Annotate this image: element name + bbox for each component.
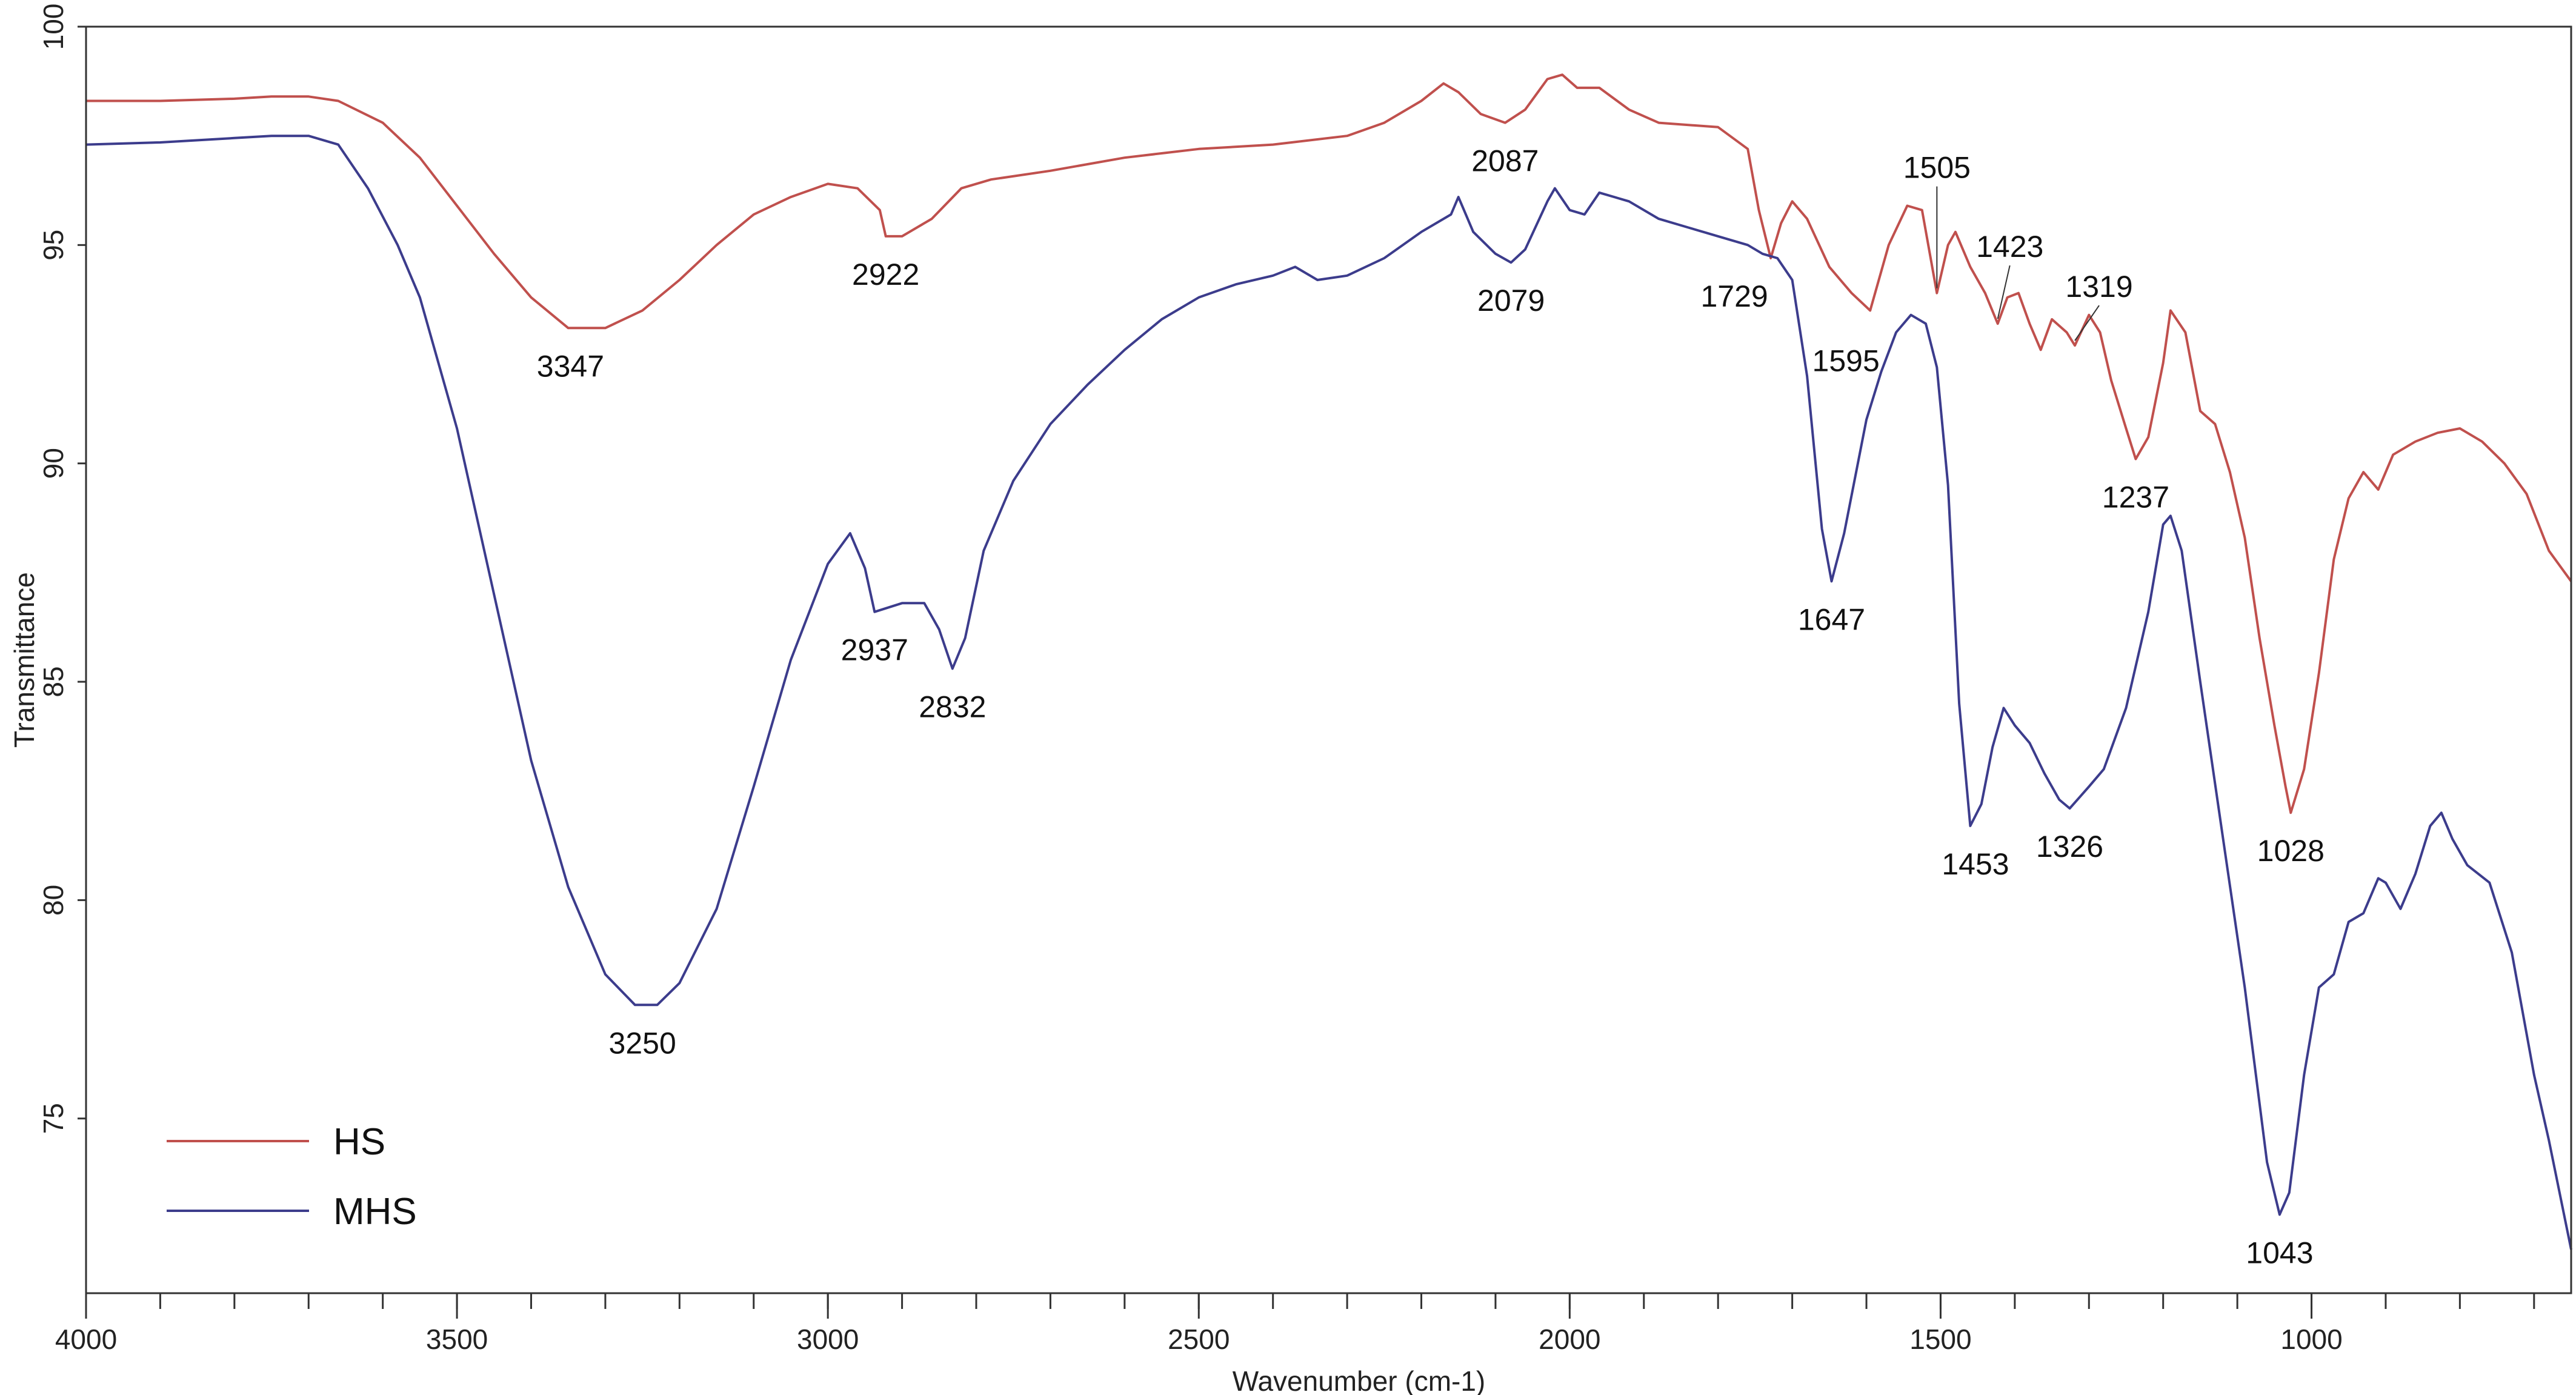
peak-label-mhs-1453: 1453 <box>1942 847 2009 881</box>
peak-label-hs-1505: 1505 <box>1903 151 1971 185</box>
peak-label-mhs-1043: 1043 <box>2246 1236 2313 1270</box>
peak-label-hs-1595: 1595 <box>1812 344 1880 378</box>
y-tick-label: 80 <box>38 885 69 916</box>
peak-leader-line <box>2074 305 2100 341</box>
peak-label-mhs-2937: 2937 <box>841 633 908 667</box>
y-tick-label: 95 <box>38 230 69 261</box>
peak-label-hs-1237: 1237 <box>2102 480 2169 514</box>
peak-label-mhs-3250: 3250 <box>609 1026 676 1060</box>
y-tick-label: 100 <box>38 4 69 50</box>
peak-label-mhs-2079: 2079 <box>1477 284 1545 318</box>
series-line-hs <box>86 73 2572 814</box>
peak-label-hs-3347: 3347 <box>537 349 604 383</box>
y-tick-label: 90 <box>38 448 69 479</box>
peak-label-hs-2087: 2087 <box>1471 144 1539 178</box>
series-layer <box>85 73 2572 1250</box>
x-tick-label: 3500 <box>426 1323 488 1355</box>
peak-label-hs-1423: 1423 <box>1976 230 2043 264</box>
axes: 4000 3500 3000 2500 2000 1500 1000 75 80 85 90 95 10… <box>38 4 2572 1355</box>
series-line-mhs <box>85 135 2572 1250</box>
y-tick-label: 75 <box>38 1103 69 1134</box>
x-tick-label: 2000 <box>1539 1323 1600 1355</box>
peak-label-mhs-1647: 1647 <box>1798 602 1865 636</box>
peak-label-mhs-2832: 2832 <box>919 690 986 724</box>
peak-label-mhs-1326: 1326 <box>2036 830 2103 864</box>
x-tick-label: 2500 <box>1168 1323 1230 1355</box>
y-tick-label: 85 <box>38 666 69 697</box>
legend-label-mhs: MHS <box>333 1191 417 1233</box>
x-tick-label: 1000 <box>2280 1323 2342 1355</box>
x-tick-label: 1500 <box>1909 1323 1971 1355</box>
peak-label-hs-1729: 1729 <box>1700 279 1768 313</box>
x-tick-label: 4000 <box>55 1323 117 1355</box>
peak-label-hs-1319: 1319 <box>2065 270 2132 304</box>
legend-label-hs: HS <box>333 1121 385 1163</box>
plot-frame <box>85 25 2572 1294</box>
peak-label-hs-2922: 2922 <box>852 258 919 291</box>
peak-leader-line <box>1997 265 2011 319</box>
x-axis-title: Wavenumber (cm-1) <box>1233 1365 1485 1395</box>
y-axis-title: Transmittance <box>8 572 40 748</box>
peak-label-hs-1028: 1028 <box>2257 834 2325 868</box>
peak-annotations: 3347 2922 2087 1729 1595 1505 1423 1319 1237 1028… <box>537 144 2325 1270</box>
x-tick-label: 3000 <box>797 1323 859 1355</box>
legend: HS MHS <box>167 1121 417 1233</box>
